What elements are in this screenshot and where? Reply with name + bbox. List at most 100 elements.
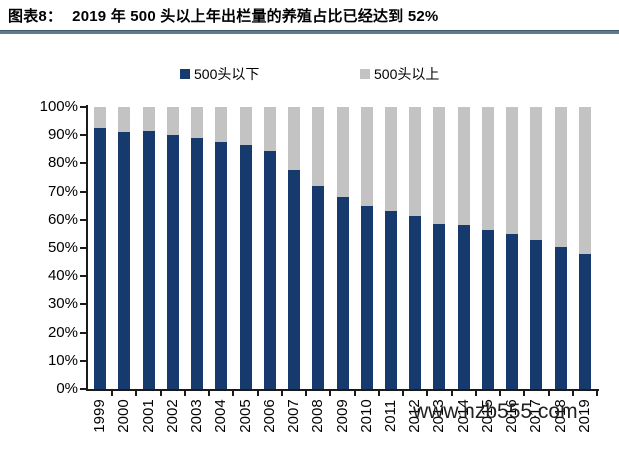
bar-above500: [409, 107, 422, 216]
x-axis-label: 2007: [285, 399, 303, 433]
x-tick: [305, 391, 308, 396]
legend-item-below500: 500头以下: [180, 64, 259, 84]
bar-below500: [118, 132, 131, 389]
x-tick: [111, 391, 114, 396]
y-tick: [80, 218, 86, 221]
bar-below500: [360, 205, 373, 389]
bar-above500: [433, 107, 446, 225]
x-axis-label: 2010: [357, 399, 375, 433]
x-tick: [329, 391, 332, 396]
legend-label-below500: 500头以下: [194, 66, 260, 82]
x-tick: [208, 391, 211, 396]
y-axis-label: 60%: [47, 210, 78, 228]
x-tick: [426, 391, 429, 396]
x-tick: [280, 391, 283, 396]
x-tick: [377, 391, 380, 396]
y-tick: [80, 275, 86, 278]
y-axis-label: 50%: [47, 239, 78, 256]
y-axis-label: 40%: [47, 267, 78, 285]
bar-below500: [312, 185, 325, 389]
bar-above500: [457, 107, 470, 226]
bar-below500: [457, 225, 470, 389]
y-tick: [80, 359, 86, 362]
x-axis-label: 2005: [236, 399, 254, 433]
y-tick: [80, 388, 86, 390]
legend-swatch-above500-icon: [360, 69, 370, 79]
bar-below500: [433, 224, 446, 389]
x-tick: [547, 391, 550, 396]
bar-above500: [384, 107, 397, 212]
bar-above500: [94, 107, 107, 129]
y-axis-label: 0%: [56, 380, 78, 397]
bar-above500: [530, 107, 543, 240]
bar-above500: [288, 107, 301, 171]
x-tick: [571, 391, 574, 396]
bar-above500: [263, 107, 276, 151]
y-tick: [80, 190, 86, 193]
x-axis-label: 2002: [163, 399, 181, 433]
legend-swatch-below500-icon: [180, 69, 190, 79]
y-tick: [80, 303, 86, 306]
x-tick: [135, 391, 138, 396]
x-axis-label: 2006: [260, 399, 278, 433]
bar-below500: [263, 150, 276, 389]
bar-below500: [215, 142, 228, 389]
legend-label-above500: 500头以上: [374, 66, 440, 82]
y-tick: [80, 247, 86, 249]
bar-above500: [215, 107, 228, 143]
bar-above500: [166, 107, 179, 136]
y-tick: [80, 331, 86, 334]
x-tick: [353, 391, 356, 396]
y-axis-label: 100%: [39, 98, 78, 115]
x-tick: [159, 391, 162, 396]
watermark: www.nzb555.com: [413, 400, 578, 423]
y-axis-label: 80%: [47, 154, 78, 172]
x-axis-label: 2001: [139, 399, 157, 433]
x-axis: [86, 389, 599, 391]
x-tick: [523, 391, 526, 396]
bar-above500: [336, 107, 349, 198]
y-tick: [80, 134, 86, 137]
bar-below500: [554, 246, 567, 389]
x-tick: [402, 391, 405, 396]
y-axis-label: 90%: [47, 126, 78, 144]
x-axis-label: 2009: [333, 399, 351, 433]
bar-above500: [506, 107, 519, 234]
bar-above500: [360, 107, 373, 206]
y-axis-label: 10%: [47, 351, 78, 369]
x-axis-label: 1999: [91, 399, 109, 433]
y-axis-label: 30%: [47, 295, 78, 313]
bar-below500: [336, 197, 349, 389]
y-axis-label: 70%: [47, 182, 78, 200]
bar-above500: [118, 107, 131, 133]
x-tick: [474, 391, 477, 396]
bar-above500: [481, 107, 494, 230]
y-tick: [80, 162, 86, 165]
bar-above500: [312, 107, 325, 186]
x-tick: [256, 391, 259, 396]
bar-below500: [578, 253, 591, 389]
x-axis-label: 2008: [309, 399, 327, 433]
bar-below500: [191, 138, 204, 389]
x-tick: [183, 391, 186, 396]
y-axis: [86, 105, 88, 391]
x-tick: [596, 391, 598, 396]
bar-above500: [142, 107, 155, 131]
y-axis-label: 20%: [47, 323, 78, 341]
x-axis-label: 2003: [188, 399, 206, 433]
title-text: 2019 年 500 头以上年出栏量的养殖占比已经达到 52%: [72, 8, 439, 25]
x-axis-label: 2019: [575, 399, 593, 433]
x-tick: [232, 391, 235, 396]
bar-below500: [530, 239, 543, 389]
y-tick: [80, 106, 86, 108]
bar-above500: [239, 107, 252, 146]
chart-title: 图表8： 2019 年 500 头以上年出栏量的养殖占比已经达到 52%: [8, 5, 613, 26]
bar-below500: [142, 130, 155, 389]
bar-below500: [506, 233, 519, 389]
bar-above500: [191, 107, 204, 139]
bar-above500: [578, 107, 591, 254]
bar-below500: [166, 135, 179, 389]
bar-above500: [554, 107, 567, 247]
